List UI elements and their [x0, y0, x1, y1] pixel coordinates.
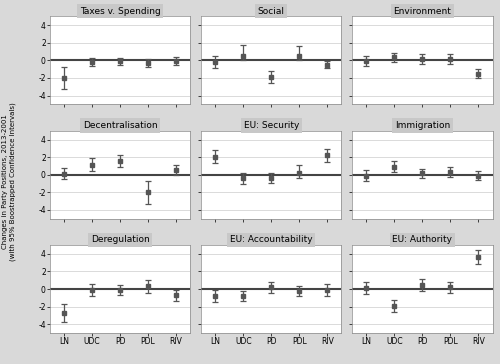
- Title: EU: Security: EU: Security: [244, 121, 299, 130]
- Title: Social: Social: [258, 7, 285, 16]
- Title: Immigration: Immigration: [395, 121, 450, 130]
- Title: Environment: Environment: [394, 7, 452, 16]
- Title: Taxes v. Spending: Taxes v. Spending: [80, 7, 160, 16]
- Title: Decentralisation: Decentralisation: [82, 121, 158, 130]
- Title: EU: Authority: EU: Authority: [392, 235, 452, 244]
- Title: EU: Accountability: EU: Accountability: [230, 235, 312, 244]
- Title: Deregulation: Deregulation: [90, 235, 150, 244]
- Text: Changes in Party Positions, 2013-2001
(with 95% Boostrapped Confidence Intervals: Changes in Party Positions, 2013-2001 (w…: [2, 103, 16, 261]
